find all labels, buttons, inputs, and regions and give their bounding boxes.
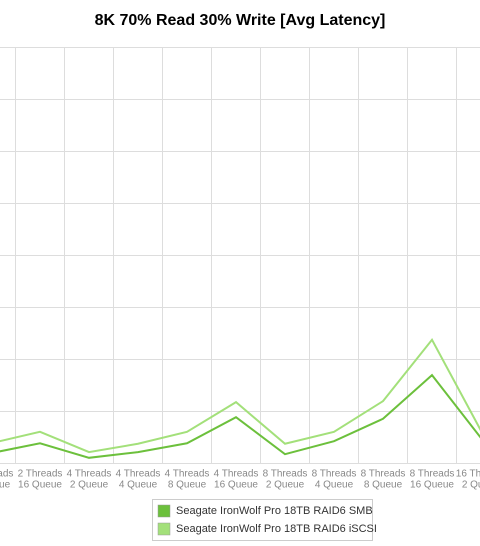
x-tick-label: 4 Threads [116, 469, 161, 480]
x-tick-label: 16 Queue [214, 480, 258, 491]
x-tick-label: 8 Queue [364, 480, 403, 491]
x-tick-label: 16 Queue [410, 480, 454, 491]
legend-box [152, 499, 373, 541]
legend-swatch [157, 522, 171, 536]
x-tick-label: 8 Threads [312, 469, 357, 480]
x-tick-label: 2 Threads [18, 469, 63, 480]
series-line [0, 373, 480, 459]
legend-swatch [157, 504, 171, 518]
x-tick-label: 8 Queue [168, 480, 207, 491]
x-tick-label: 2 Queue [462, 480, 480, 491]
x-tick-label: 8 Threads [361, 469, 406, 480]
x-tick-label: 2 Queue [266, 480, 305, 491]
x-tick-label: 2 Queue [70, 480, 109, 491]
x-tick-label: 4 Threads [165, 469, 210, 480]
x-tick-label: 8 Queue [0, 480, 11, 491]
legend-label: Seagate IronWolf Pro 18TB RAID6 iSCSI [176, 523, 377, 535]
chart-title: 8K 70% Read 30% Write [Avg Latency] [95, 12, 386, 29]
x-tick-label: 4 Queue [119, 480, 158, 491]
x-tick-label: 4 Threads [214, 469, 259, 480]
x-tick-label: 4 Queue [315, 480, 354, 491]
x-tick-label: 16 Threads [456, 469, 480, 480]
x-tick-label: 8 Threads [263, 469, 308, 480]
series-line [0, 337, 480, 454]
x-tick-label: 4 Threads [67, 469, 112, 480]
x-tick-label: 2 Threads [0, 469, 13, 480]
x-tick-label: 16 Queue [18, 480, 62, 491]
legend-label: Seagate IronWolf Pro 18TB RAID6 SMB [176, 505, 373, 517]
x-tick-label: 8 Threads [410, 469, 455, 480]
